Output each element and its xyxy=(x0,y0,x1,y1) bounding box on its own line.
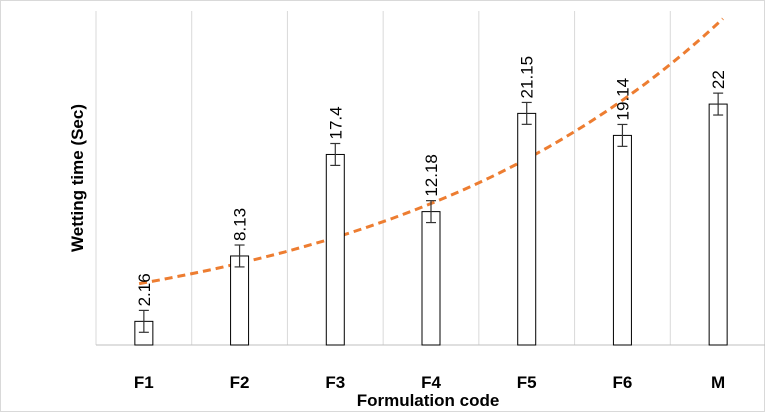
data-label-layer: 2.16 8.13 17.4 12.18 21.15 19.14 22 xyxy=(135,56,728,307)
bar-f5 xyxy=(517,112,537,346)
data-label: 19.14 xyxy=(613,78,632,121)
data-label: 8.13 xyxy=(231,208,250,241)
bar-m xyxy=(708,103,728,346)
data-label: 17.4 xyxy=(326,106,345,139)
x-tick-label: F2 xyxy=(230,373,250,392)
x-tick-labels: F1 F2 F3 F4 F5 F6 M xyxy=(134,373,725,392)
x-tick-label: M xyxy=(711,373,725,392)
data-label: 22 xyxy=(709,70,728,89)
grid-layer xyxy=(95,11,671,345)
data-label: 12.18 xyxy=(422,154,441,197)
x-axis-title: Formulation code xyxy=(357,391,500,410)
x-tick-label: F1 xyxy=(134,373,154,392)
bar-layer xyxy=(134,92,728,346)
data-label: 21.15 xyxy=(518,56,537,99)
data-label: 2.16 xyxy=(135,273,154,306)
bar-f6 xyxy=(612,134,632,346)
bar-f2 xyxy=(230,255,250,346)
x-tick-label: F4 xyxy=(421,373,441,392)
x-tick-label: F3 xyxy=(325,373,345,392)
bar-f3 xyxy=(325,153,345,346)
y-axis-title: Wetting time (Sec) xyxy=(68,104,87,252)
x-tick-label: F5 xyxy=(517,373,537,392)
x-tick-label: F6 xyxy=(613,373,633,392)
bar-f4 xyxy=(421,211,441,346)
